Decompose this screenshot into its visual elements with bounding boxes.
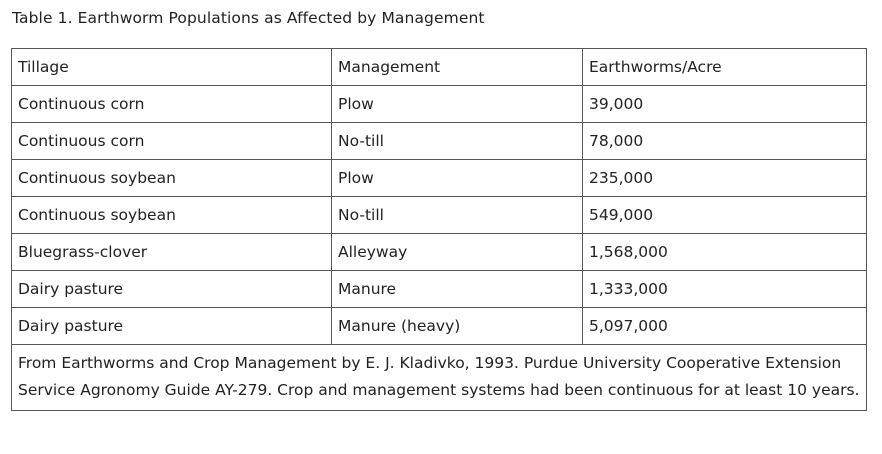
cell-earthworms: 235,000	[582, 159, 867, 197]
cell-earthworms: 1,333,000	[582, 270, 867, 308]
cell-tillage: Dairy pasture	[11, 270, 332, 308]
header-earthworms-per-acre: Earthworms/Acre	[582, 48, 867, 86]
cell-tillage: Dairy pasture	[11, 307, 332, 345]
table-row: Continuous corn No-till 78,000	[11, 122, 867, 160]
footnote-row: From Earthworms and Crop Management by E…	[11, 344, 867, 411]
cell-management: No-till	[331, 122, 583, 160]
table-row: Dairy pasture Manure (heavy) 5,097,000	[11, 307, 867, 345]
cell-tillage: Continuous corn	[11, 85, 332, 123]
cell-management: Manure	[331, 270, 583, 308]
cell-earthworms: 78,000	[582, 122, 867, 160]
cell-tillage: Continuous soybean	[11, 159, 332, 197]
cell-earthworms: 5,097,000	[582, 307, 867, 345]
header-tillage: Tillage	[11, 48, 332, 86]
cell-earthworms: 1,568,000	[582, 233, 867, 271]
table-header-row: Tillage Management Earthworms/Acre	[11, 48, 867, 86]
cell-management: Manure (heavy)	[331, 307, 583, 345]
cell-management: Alleyway	[331, 233, 583, 271]
table-row: Dairy pasture Manure 1,333,000	[11, 270, 867, 308]
cell-tillage: Continuous corn	[11, 122, 332, 160]
table-row: Continuous corn Plow 39,000	[11, 85, 867, 123]
table-row: Continuous soybean No-till 549,000	[11, 196, 867, 234]
header-management: Management	[331, 48, 583, 86]
table-row: Bluegrass-clover Alleyway 1,568,000	[11, 233, 867, 271]
cell-earthworms: 39,000	[582, 85, 867, 123]
earthworm-table: Tillage Management Earthworms/Acre Conti…	[11, 48, 867, 411]
cell-tillage: Continuous soybean	[11, 196, 332, 234]
cell-management: Plow	[331, 159, 583, 197]
table-footnote: From Earthworms and Crop Management by E…	[11, 344, 867, 411]
cell-earthworms: 549,000	[582, 196, 867, 234]
cell-management: No-till	[331, 196, 583, 234]
table-caption: Table 1. Earthworm Populations as Affect…	[12, 9, 485, 27]
cell-management: Plow	[331, 85, 583, 123]
cell-tillage: Bluegrass-clover	[11, 233, 332, 271]
table-row: Continuous soybean Plow 235,000	[11, 159, 867, 197]
